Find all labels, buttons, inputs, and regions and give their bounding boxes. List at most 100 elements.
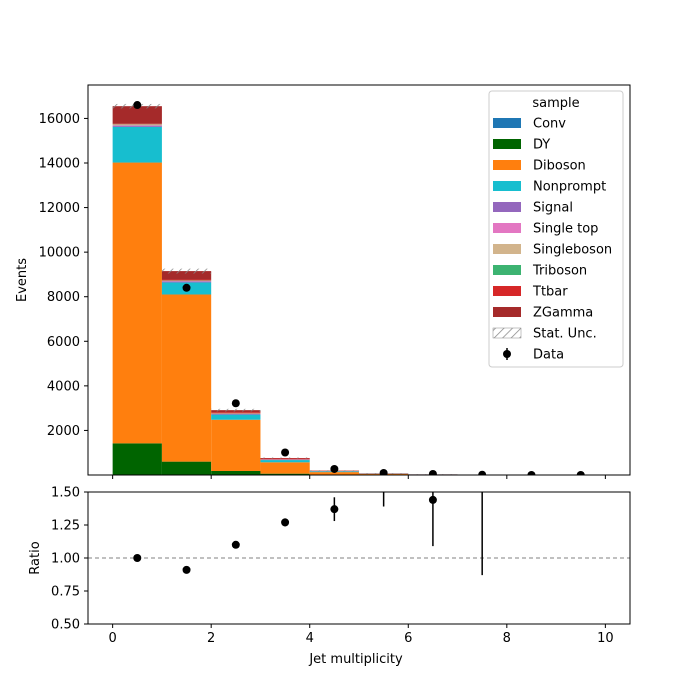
bar-diboson-bin-4 — [309, 472, 359, 475]
main-x-ticks — [112, 475, 606, 479]
bar-dy-bin-2 — [211, 470, 261, 475]
x-tick-label: 10 — [597, 631, 614, 646]
legend-title: sample — [532, 96, 579, 111]
legend-label-ttbar: Ttbar — [532, 285, 568, 300]
legend-swatch-conv — [493, 118, 521, 128]
legend-swatch-stat-unc — [492, 327, 522, 339]
bar-ttbar-bin-3 — [260, 458, 310, 460]
legend-swatch-signal — [493, 202, 521, 212]
data-point-bin-4 — [330, 464, 339, 473]
data-point-bin-7 — [478, 470, 487, 475]
bar-nonprompt-bin-2 — [211, 414, 261, 420]
y-tick-label: 10000 — [39, 246, 80, 261]
ratio-point-2 — [231, 540, 240, 549]
data-point-bin-5 — [379, 468, 388, 475]
y-tick-label: 4000 — [47, 379, 80, 394]
legend-marker-data — [503, 350, 511, 358]
legend-swatch-zgamma — [493, 307, 521, 317]
data-point-bin-6 — [428, 469, 437, 475]
ratio-y-ticks: 0.50 0.75 1.00 1.25 1.50 — [51, 486, 88, 633]
ratio-points — [133, 475, 486, 576]
bar-diboson-bin-2 — [211, 419, 261, 471]
data-point-bin-0 — [133, 101, 142, 110]
ratio-y-tick-label: 1.00 — [51, 552, 80, 567]
y-tick-label: 2000 — [47, 424, 80, 439]
ratio-panel: 0.50 0.75 1.00 1.25 1.50 0 2 4 6 8 10 Ratio Jet m… — [28, 475, 631, 667]
ratio-y-tick-label: 0.50 — [51, 618, 80, 633]
ratio-point-4 — [330, 505, 339, 514]
ratio-axes-frame — [87, 491, 631, 625]
bar-dy-bin-0 — [112, 443, 162, 475]
ratio-y-axis-label: Ratio — [28, 541, 43, 574]
legend-label-triboson: Triboson — [532, 264, 587, 279]
main-axes-frame — [87, 84, 631, 476]
legend-swatch-ttbar — [493, 286, 521, 296]
ratio-y-tick-label: 0.75 — [51, 585, 80, 600]
legend: sample Conv DY Diboson Nonprompt Signal Singl… — [488, 90, 624, 368]
legend-box — [488, 90, 624, 368]
x-tick-label: 4 — [306, 631, 314, 646]
legend-items: Conv DY Diboson Nonprompt Signal Single top Si… — [492, 117, 612, 363]
main-y-axis-label: Events — [15, 258, 30, 302]
legend-label-dy: DY — [533, 138, 550, 153]
y-tick-label: 8000 — [47, 290, 80, 305]
data-point-bin-2 — [231, 399, 240, 408]
legend-swatch-diboson — [493, 160, 521, 170]
legend-label-singleboson: Singleboson — [533, 243, 612, 258]
bar-ttbar-bin-1 — [161, 279, 212, 281]
legend-swatch-triboson — [493, 265, 521, 275]
main-histogram-panel: 2000 4000 6000 8000 10000 12000 14000 16000 Eve… — [15, 84, 631, 479]
bar-diboson-bin-1 — [161, 294, 212, 462]
legend-label-stat-unc: Stat. Unc. — [533, 327, 597, 342]
legend-label-single-top: Single top — [533, 222, 598, 237]
data-point-bin-1 — [182, 283, 191, 292]
legend-swatch-dy — [493, 139, 521, 149]
stat-unc-bin-2 — [211, 408, 261, 412]
y-tick-label: 6000 — [47, 335, 80, 350]
data-point-bin-9 — [576, 471, 585, 475]
ratio-point-3 — [281, 518, 290, 527]
ratio-point-6 — [428, 495, 437, 504]
bar-signal-bin-2 — [211, 413, 261, 415]
ratio-point-0 — [133, 554, 142, 562]
legend-swatch-single-top — [493, 223, 521, 233]
legend-label-signal: Signal — [533, 201, 573, 216]
y-tick-label: 16000 — [39, 112, 80, 127]
bar-signal-bin-1 — [161, 281, 212, 283]
legend-label-zgamma: ZGamma — [533, 306, 593, 321]
bar-ttbar-bin-2 — [211, 412, 261, 414]
bar-zgamma-bin-0 — [112, 106, 162, 124]
stat-unc-bin-3 — [260, 457, 310, 459]
stacked-bars — [112, 106, 507, 475]
ratio-x-ticks: 0 2 4 6 8 10 — [108, 624, 614, 646]
bar-dy-bin-1 — [161, 461, 212, 475]
legend-label-data: Data — [533, 348, 564, 363]
x-tick-label: 8 — [503, 631, 511, 646]
legend-label-diboson: Diboson — [533, 159, 586, 174]
legend-label-conv: Conv — [533, 117, 566, 132]
bar-diboson-bin-0 — [112, 162, 162, 444]
data-point-bin-3 — [281, 448, 290, 457]
x-tick-label: 6 — [404, 631, 412, 646]
stat-unc-bin-1 — [161, 268, 212, 274]
ratio-y-tick-label: 1.50 — [51, 486, 80, 501]
legend-swatch-singleboson — [493, 244, 521, 254]
x-tick-label: 2 — [207, 631, 215, 646]
legend-label-nonprompt: Nonprompt — [533, 180, 606, 195]
bar-singleboson-bin-0 — [112, 124, 162, 126]
main-y-ticks: 2000 4000 6000 8000 10000 12000 14000 16000 — [39, 112, 88, 439]
bar-dy-bin-3 — [260, 473, 310, 475]
x-tick-label: 0 — [108, 631, 116, 646]
bar-signal-bin-0 — [112, 125, 162, 127]
y-tick-label: 12000 — [39, 201, 80, 216]
bar-nonprompt-bin-0 — [112, 126, 162, 163]
data-points — [133, 101, 585, 475]
ratio-point-1 — [182, 565, 191, 574]
ratio-point-7 — [478, 475, 486, 483]
bar-nonprompt-bin-3 — [260, 460, 310, 463]
ratio-y-tick-label: 1.25 — [51, 519, 80, 534]
y-tick-label: 14000 — [39, 157, 80, 172]
legend-swatch-nonprompt — [493, 181, 521, 191]
data-point-bin-8 — [527, 470, 536, 475]
